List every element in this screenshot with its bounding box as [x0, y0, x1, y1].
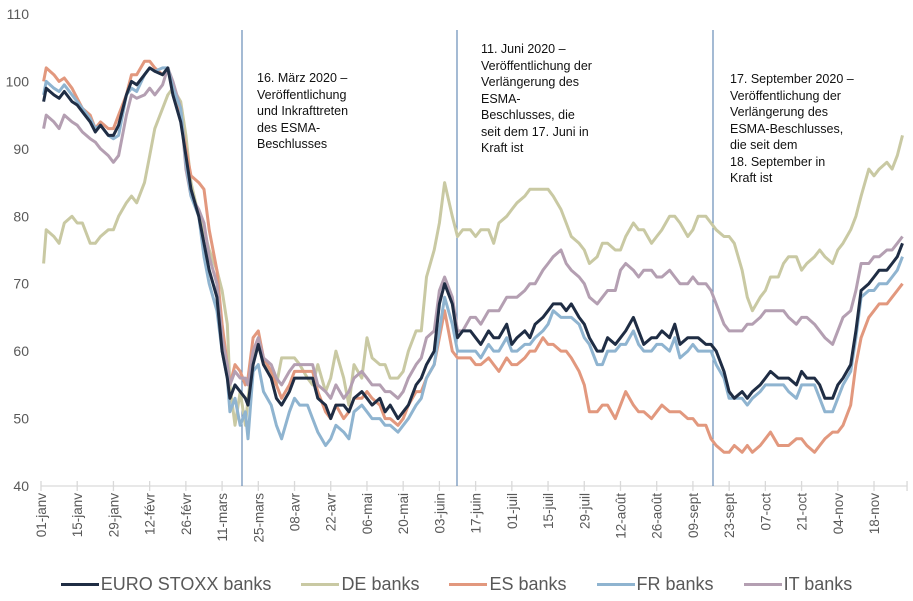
legend-label: ES banks	[489, 574, 567, 594]
x-tick-label: 09-sept	[686, 493, 701, 538]
x-tick-label: 26-août	[650, 493, 665, 539]
y-tick-label: 60	[13, 343, 29, 359]
legend-item-it: IT banks	[743, 574, 853, 595]
x-tick-label: 11-mars	[215, 493, 230, 542]
annotation-line: Veröffentlichung	[257, 87, 347, 102]
annotation-june: 11. Juni 2020 – Veröffentlichung der Verlä…	[481, 41, 592, 157]
x-tick-label: 07-oct	[758, 493, 773, 531]
x-tick-label: 15-juil	[541, 493, 556, 529]
x-tick-label: 21-oct	[795, 493, 810, 531]
annotation-line: Beschlusses	[257, 137, 328, 151]
annotation-line: Kraft ist	[730, 171, 773, 185]
x-tick-label: 29-juil	[577, 493, 592, 529]
legend-label: DE banks	[341, 574, 420, 594]
x-tick-label: 12-févr	[143, 493, 158, 536]
x-tick-label: 20-mai	[396, 493, 411, 534]
x-tick-label: 01-juil	[505, 493, 520, 529]
annotation-line: seit dem 17. Juni in	[481, 124, 589, 139]
annotation-line: Kraft ist	[481, 141, 524, 155]
annotation-line: 17. September 2020 –	[730, 72, 854, 86]
legend-swatch	[596, 583, 635, 586]
x-tick-label: 06-mai	[360, 493, 375, 534]
annotation-line: 18. September in	[730, 154, 826, 169]
annotation-march: 16. März 2020 – Veröffentlichung und Inkra…	[257, 70, 348, 153]
legend-label: FR banks	[636, 574, 714, 594]
annotation-line: ESMA-Beschlusses,	[730, 121, 844, 136]
series-lines	[42, 59, 904, 454]
annotation-line: Veröffentlichung der	[730, 88, 841, 103]
x-tick-label: 12-août	[613, 493, 628, 539]
series-line-de-banks	[42, 86, 904, 427]
x-tick-label: 26-févr	[179, 493, 194, 536]
legend-label: IT banks	[783, 574, 853, 594]
annotation-september: 17. September 2020 – Veröffentlichung der…	[730, 71, 854, 187]
annotation-line: 16. März 2020 –	[257, 71, 348, 85]
legend-label: EURO STOXX banks	[100, 574, 272, 594]
y-tick-label: 100	[6, 73, 30, 89]
annotation-line: und Inkrafttreten	[257, 104, 349, 118]
annotation-line: Verlängerung des	[481, 75, 579, 89]
y-tick-label: 70	[13, 276, 29, 292]
annotation-line: 11. Juni 2020 –	[481, 42, 566, 56]
annotation-line: ESMA-	[481, 91, 521, 106]
annotation-line: Beschlusses, die	[481, 108, 575, 122]
legend-item-fr: FR banks	[596, 574, 714, 595]
annotation-line: Verlängerung des	[730, 105, 828, 119]
x-tick-label: 18-nov	[867, 493, 882, 535]
legend-item-de: DE banks	[301, 574, 419, 595]
y-tick-label: 110	[7, 6, 30, 22]
x-tick-label: 25-mars	[251, 493, 266, 543]
annotation-line: die seit dem	[730, 138, 798, 152]
y-tick-label: 50	[13, 411, 29, 427]
x-tick-label: 22-avr	[324, 492, 339, 531]
x-tick-label: 08-avr	[288, 492, 303, 531]
x-tick-label: 04-nov	[831, 493, 846, 535]
legend: EURO STOXX banks DE banks ES banks FR ba…	[0, 574, 913, 595]
x-tick-label: 17-juin	[469, 493, 484, 534]
legend-swatch	[60, 583, 99, 586]
x-tick-label: 15-janv	[70, 493, 85, 538]
y-axis: 40 50 60 70 80 90 100 110	[6, 6, 30, 494]
x-tick-label: 23-sept	[722, 493, 737, 538]
series-line-euro-stoxx-banks	[42, 66, 904, 421]
x-tick-label: 29-janv	[106, 493, 121, 538]
legend-item-euro-stoxx: EURO STOXX banks	[60, 574, 272, 595]
y-tick-label: 40	[13, 478, 29, 494]
y-tick-label: 80	[13, 208, 29, 224]
x-tick-label: 01-janv	[34, 493, 49, 538]
x-tick-label: 03-juin	[432, 493, 447, 534]
legend-swatch	[301, 583, 340, 586]
annotation-line: Veröffentlichung der	[481, 58, 592, 73]
y-tick-label: 90	[13, 141, 29, 157]
x-axis: 01-janv 15-janv 29-janv 12-févr 26-févr 11-ma…	[34, 481, 908, 543]
legend-item-es: ES banks	[449, 574, 567, 595]
legend-swatch	[449, 583, 488, 586]
legend-swatch	[743, 583, 782, 586]
annotation-line: des ESMA-	[257, 120, 321, 135]
